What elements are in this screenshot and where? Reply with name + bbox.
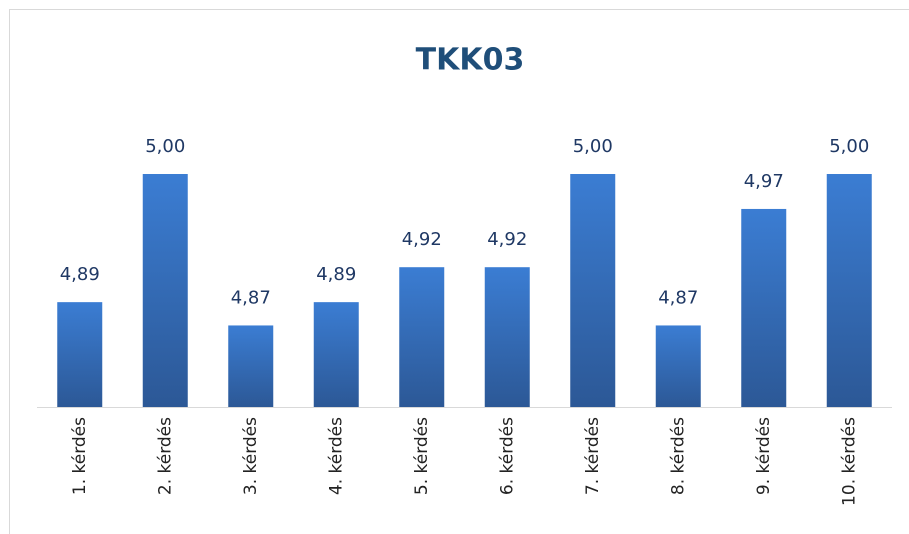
x-tick-label: 9. kérdés — [754, 417, 774, 495]
bar — [399, 267, 445, 407]
x-tick-label: 8. kérdés — [668, 417, 688, 495]
value-label: 4,87 — [658, 287, 698, 308]
x-tick-label: 10. kérdés — [839, 417, 859, 506]
x-tick-label: 1. kérdés — [70, 417, 90, 495]
bar — [57, 302, 103, 407]
value-label: 4,97 — [744, 171, 784, 192]
x-tick-label: 3. kérdés — [241, 417, 261, 495]
bar — [655, 325, 701, 407]
bar — [228, 325, 274, 407]
x-tick-label: 6. kérdés — [497, 417, 517, 495]
value-label: 5,00 — [573, 136, 613, 157]
value-label: 4,89 — [60, 264, 100, 285]
chart-title: TKK03 — [416, 43, 525, 78]
value-label: 5,00 — [145, 136, 185, 157]
x-tick-label: 4. kérdés — [326, 417, 346, 495]
x-tick-label: 2. kérdés — [155, 417, 175, 495]
bar — [570, 174, 616, 407]
value-label: 4,92 — [487, 229, 527, 250]
value-label: 4,92 — [402, 229, 442, 250]
bar — [142, 174, 188, 407]
value-label: 5,00 — [829, 136, 869, 157]
bar — [484, 267, 530, 407]
value-label: 4,87 — [231, 287, 271, 308]
bar — [741, 208, 787, 407]
bar — [826, 174, 872, 407]
x-tick-label: 7. kérdés — [583, 417, 603, 495]
bar — [313, 302, 359, 407]
value-label: 4,89 — [316, 264, 356, 285]
x-tick-label: 5. kérdés — [412, 417, 432, 495]
